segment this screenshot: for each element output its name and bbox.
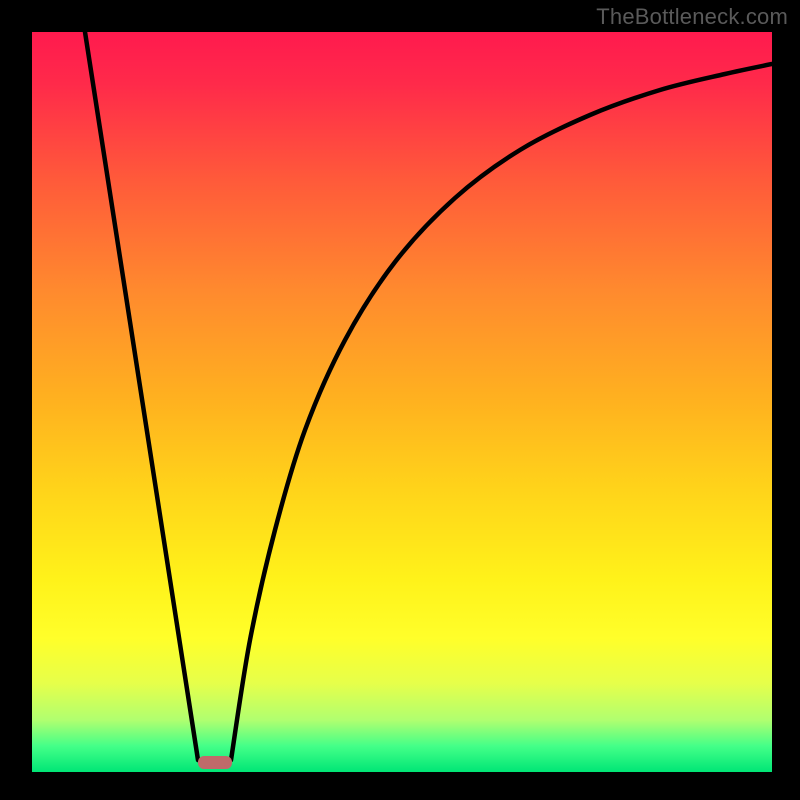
bottleneck-chart — [0, 0, 800, 800]
chart-container: TheBottleneck.com — [0, 0, 800, 800]
bottleneck-marker — [198, 756, 232, 769]
